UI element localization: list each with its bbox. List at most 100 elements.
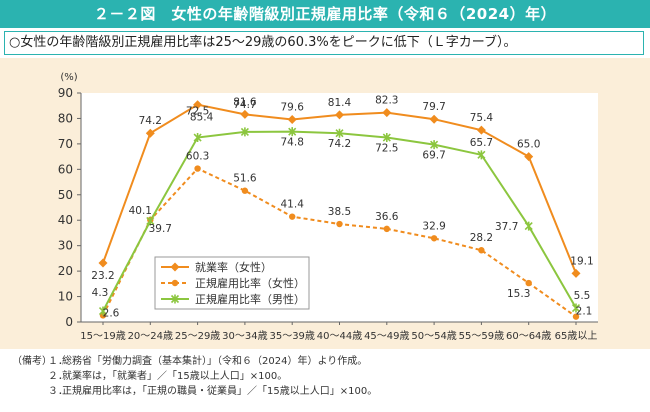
- data-label: 5.5: [574, 290, 591, 302]
- data-label: 36.6: [375, 211, 399, 223]
- legend-label: 就業率（女性）: [195, 260, 272, 274]
- data-label: 74.2: [328, 138, 351, 150]
- y-tick-label: 80: [58, 111, 73, 125]
- figure-title: ２－２図 女性の年齢階級別正規雇用比率（令和６（2024）年）: [0, 0, 650, 28]
- x-tick-label: 15～19歳: [80, 330, 125, 342]
- note-number: ２．: [48, 371, 68, 382]
- data-label: 19.1: [570, 255, 593, 267]
- series-3-point: [382, 133, 391, 143]
- data-label: 40.1: [129, 205, 152, 217]
- series-3-point: [477, 150, 486, 160]
- data-label: 4.3: [92, 287, 109, 299]
- series-1-point: [335, 110, 344, 120]
- data-label: 28.2: [470, 232, 493, 244]
- legend-label: 正規雇用比率（男性）: [195, 292, 305, 306]
- series-3-point: [98, 306, 108, 316]
- y-tick-label: 50: [58, 188, 73, 202]
- series-1-point: [382, 108, 392, 118]
- series-1-point: [287, 114, 297, 124]
- series-1-point: [524, 152, 534, 162]
- series-3-point: [193, 133, 202, 143]
- x-tick-label: 45～49歳: [364, 330, 409, 342]
- y-tick-label: 70: [58, 137, 73, 151]
- data-label: 74.2: [139, 115, 162, 127]
- series-3-point: [524, 221, 533, 231]
- series-2-point: [383, 225, 390, 233]
- y-tick-label: 30: [58, 239, 73, 253]
- data-label: 39.7: [149, 223, 172, 235]
- data-label: 51.6: [233, 173, 257, 185]
- notes: （備考） １． 総務省「労働力調査（基本集計）」（令和６（2024）年）より作成…: [12, 354, 642, 399]
- data-label: 74.7: [233, 99, 256, 111]
- figure-summary: ○女性の年齢階級別正規雇用比率は25～29歳の60.3%をピークに低下（Ｌ字カー…: [4, 31, 644, 55]
- data-label: 85.4: [190, 112, 214, 124]
- series-3-point: [288, 127, 297, 137]
- note-text: 正規雇用比率は，「正規の職員・従業員」／「15歳以上人口」×100。: [62, 386, 378, 397]
- notes-lead: （備考）: [12, 356, 52, 367]
- data-label: 69.7: [422, 150, 445, 162]
- data-label: 37.7: [495, 221, 518, 233]
- data-label: 81.4: [328, 97, 352, 109]
- x-tick-label: 35～39歳: [269, 330, 314, 342]
- series-2-point: [194, 165, 201, 172]
- y-axis-label: (%): [60, 72, 77, 83]
- series-1-point: [429, 114, 439, 124]
- x-tick-label: 30～34歳: [222, 330, 267, 342]
- series-1-point: [240, 109, 250, 119]
- data-label: 74.8: [281, 137, 304, 149]
- x-tick-label: 55～59歳: [459, 330, 504, 342]
- legend-marker: [170, 294, 180, 304]
- x-tick-label: 60～64歳: [506, 330, 551, 342]
- legend-box: [154, 256, 310, 310]
- series-1-point: [98, 258, 108, 268]
- data-label: 32.9: [422, 220, 445, 232]
- series-1-point: [193, 100, 203, 110]
- series-1-point: [476, 125, 486, 135]
- data-label: 79.6: [281, 101, 305, 113]
- series-2-point: [336, 220, 343, 228]
- x-tick-label: 25～29歳: [175, 330, 220, 342]
- series-3-point: [240, 127, 249, 137]
- data-label: 72.5: [375, 143, 398, 155]
- note-row-2: ２． 就業率は，「就業者」／「15歳以上人口」×100。: [12, 369, 642, 384]
- y-tick-label: 90: [58, 86, 73, 100]
- series-2-point: [478, 247, 485, 254]
- data-label: 75.4: [470, 112, 494, 124]
- series-1-point: [145, 128, 155, 138]
- series-2-point: [572, 313, 580, 320]
- data-label: 23.2: [91, 270, 114, 282]
- note-row-3: ３． 正規雇用比率は，「正規の職員・従業員」／「15歳以上人口」×100。: [12, 384, 642, 399]
- series-3-point: [335, 128, 344, 138]
- y-tick-label: 20: [58, 264, 73, 278]
- series-3-point: [571, 303, 581, 313]
- data-label: 79.7: [422, 101, 445, 113]
- legend-label: 正規雇用比率（女性）: [195, 276, 305, 290]
- data-label: 60.3: [186, 151, 209, 163]
- line-chart: 0 10 20 30 40 50 60 70 80 90 (%) 15～19歳 20～24歳 25～29歳…: [58, 72, 598, 342]
- x-tick-label: 40～44歳: [317, 330, 362, 342]
- note-number: １．: [48, 356, 68, 367]
- legend-marker: [171, 279, 179, 287]
- note-text: 総務省「労働力調査（基本集計）」（令和６（2024）年）より作成。: [62, 356, 368, 367]
- data-label: 72.5: [186, 106, 209, 118]
- series-2-point: [241, 187, 249, 194]
- x-tick-label: 20～24歳: [128, 330, 173, 342]
- series-2-point: [430, 235, 438, 242]
- data-label: 65.0: [517, 139, 540, 151]
- data-label: 2.6: [103, 307, 120, 319]
- data-label: 15.3: [507, 288, 530, 300]
- series-2-point: [289, 213, 296, 220]
- data-label: 81.6: [233, 96, 257, 108]
- y-tick-label: 40: [58, 213, 73, 227]
- y-tick-label: 10: [58, 290, 73, 304]
- series-1-point: [571, 268, 581, 278]
- note-text: 就業率は，「就業者」／「15歳以上人口」×100。: [62, 371, 288, 382]
- data-label: 65.7: [470, 137, 493, 149]
- x-tick-label: 50～54歳: [411, 330, 456, 342]
- x-tick-label: 65歳以上: [555, 330, 598, 342]
- y-tick-label: 60: [58, 162, 73, 176]
- data-label: 2.1: [576, 306, 593, 318]
- note-row-1: （備考） １． 総務省「労働力調査（基本集計）」（令和６（2024）年）より作成…: [12, 354, 642, 369]
- series-3-point: [146, 216, 155, 226]
- y-tick-label: 0: [65, 315, 73, 329]
